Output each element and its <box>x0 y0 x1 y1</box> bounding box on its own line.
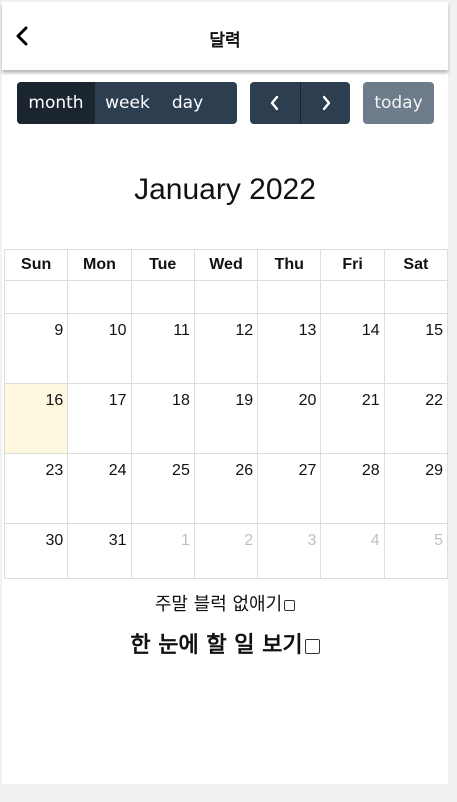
day-cell-next-month[interactable]: 1 <box>130 523 195 579</box>
week-view-button[interactable]: week <box>95 82 160 124</box>
view-switcher: month week day <box>17 82 237 124</box>
week-row: 9 10 11 12 13 14 15 <box>3 313 449 384</box>
day-cell-next-month[interactable]: 2 <box>193 523 259 579</box>
day-cell[interactable] <box>67 280 132 314</box>
today-button[interactable]: today <box>363 82 434 124</box>
week-row: 30 31 1 2 3 4 5 <box>3 523 449 579</box>
day-cell[interactable]: 14 <box>320 313 385 384</box>
hide-weekend-option: 주말 블럭 없애기 <box>2 590 448 616</box>
day-cell[interactable]: 24 <box>67 453 132 524</box>
week-row: 23 24 25 26 27 28 29 <box>3 453 449 524</box>
day-cell[interactable]: 11 <box>130 313 195 384</box>
day-cell[interactable] <box>383 280 449 314</box>
day-cell[interactable]: 22 <box>383 383 449 454</box>
day-cell[interactable]: 10 <box>67 313 132 384</box>
day-cell[interactable] <box>130 280 195 314</box>
day-cell[interactable]: 29 <box>383 453 449 524</box>
day-view-button[interactable]: day <box>160 82 215 124</box>
day-cell[interactable] <box>320 280 385 314</box>
day-cell[interactable]: 28 <box>320 453 385 524</box>
overview-checkbox[interactable] <box>304 638 320 654</box>
nav-buttons <box>250 82 350 124</box>
day-cell[interactable]: 27 <box>257 453 322 524</box>
day-cell[interactable] <box>3 280 69 314</box>
weekday-thu: Thu <box>257 249 322 281</box>
day-cell[interactable]: 21 <box>320 383 385 454</box>
weekday-sun: Sun <box>3 249 69 281</box>
overview-option: 한 눈에 할 일 보기 <box>2 627 448 659</box>
day-cell[interactable]: 19 <box>193 383 259 454</box>
day-cell-next-month[interactable]: 3 <box>257 523 322 579</box>
calendar-title: January 2022 <box>134 173 316 206</box>
hide-weekend-checkbox[interactable] <box>284 599 296 611</box>
page-title: 달력 <box>209 31 241 51</box>
day-cell[interactable] <box>257 280 322 314</box>
day-cell[interactable]: 18 <box>130 383 195 454</box>
app-window: 달력 month week day today January 2022 Sun… <box>2 2 449 784</box>
next-button[interactable] <box>300 82 350 124</box>
day-cell[interactable]: 17 <box>67 383 132 454</box>
weekday-fri: Fri <box>320 249 385 281</box>
day-cell[interactable]: 30 <box>3 523 69 579</box>
day-cell[interactable]: 9 <box>3 313 69 384</box>
weekday-sat: Sat <box>383 249 449 281</box>
weekday-header: Sun Mon Tue Wed Thu Fri Sat <box>3 249 449 281</box>
day-cell[interactable]: 12 <box>193 313 259 384</box>
day-cell-next-month[interactable]: 4 <box>320 523 385 579</box>
day-cell-next-month[interactable]: 5 <box>383 523 449 579</box>
chevron-left-icon <box>270 95 279 111</box>
day-cell[interactable]: 20 <box>257 383 322 454</box>
week-row: 16 17 18 19 20 21 22 <box>3 383 449 454</box>
weekday-mon: Mon <box>67 249 132 281</box>
month-view-button[interactable]: month <box>17 82 95 124</box>
calendar-grid: Sun Mon Tue Wed Thu Fri Sat <box>3 249 449 579</box>
prev-button[interactable] <box>250 82 300 124</box>
hide-weekend-label: 주말 블럭 없애기 <box>154 594 283 615</box>
week-row <box>3 280 449 314</box>
day-cell[interactable] <box>193 280 259 314</box>
day-cell[interactable]: 26 <box>193 453 259 524</box>
back-button[interactable] <box>8 22 36 50</box>
day-cell[interactable]: 25 <box>130 453 195 524</box>
chevron-left-icon <box>16 26 28 46</box>
day-cell[interactable]: 15 <box>383 313 449 384</box>
weekday-tue: Tue <box>130 249 195 281</box>
day-cell[interactable]: 13 <box>257 313 322 384</box>
day-cell[interactable]: 23 <box>3 453 69 524</box>
day-cell[interactable]: 31 <box>67 523 132 579</box>
overview-label: 한 눈에 할 일 보기 <box>130 633 303 658</box>
chevron-right-icon <box>322 95 330 111</box>
day-cell-today[interactable]: 16 <box>3 383 69 454</box>
weekday-wed: Wed <box>193 249 259 281</box>
header: 달력 <box>2 2 448 70</box>
